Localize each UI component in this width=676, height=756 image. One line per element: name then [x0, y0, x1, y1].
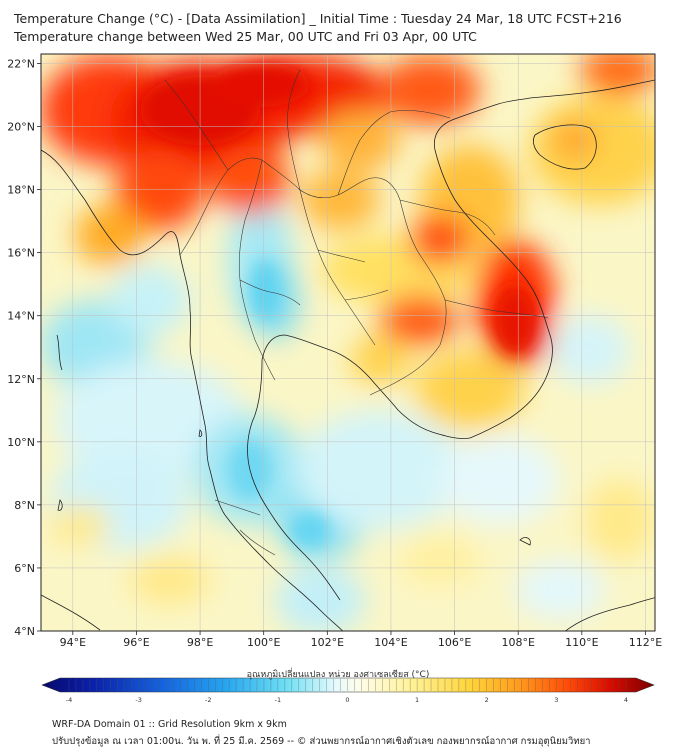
lon-tick-label: 100°E	[247, 636, 280, 649]
lat-tick-label: 18°N	[7, 184, 35, 197]
colorbar-tick-label: 3	[554, 696, 558, 704]
lat-tick-label: 6°N	[14, 562, 35, 575]
colorbar-tick-label: -3	[135, 696, 141, 704]
lon-tick-label: 112°E	[629, 636, 662, 649]
longitude-axis: 94°E 96°E 98°E 100°E 102°E 104°E 106°E 108°E 110…	[60, 631, 662, 649]
lon-tick-label: 96°E	[123, 636, 149, 649]
colorbar-tick-label: 4	[624, 696, 628, 704]
lon-tick-label: 104°E	[374, 636, 407, 649]
lat-tick-label: 14°N	[7, 310, 35, 323]
map-subtitle: Temperature change between Wed 25 Mar, 0…	[14, 29, 477, 44]
lat-tick-label: 22°N	[7, 57, 35, 70]
latitude-axis: 22°N 20°N 18°N 16°N 14°N 12°N 10°N 8°N 6°N 4°N	[7, 57, 41, 638]
colorbar-tick-label: 0	[345, 696, 349, 704]
lon-tick-label: 106°E	[438, 636, 471, 649]
colorbar-tick-label: -1	[275, 696, 281, 704]
lat-tick-label: 20°N	[7, 121, 35, 134]
temperature-field	[41, 54, 655, 631]
colorbar: -4 -3 -2 -1 0 1 2 3 4	[41, 677, 655, 704]
coastlines	[41, 79, 655, 631]
gridlines	[41, 54, 655, 632]
colorbar-tick-label: -2	[205, 696, 211, 704]
colorbar-tick-label: 2	[485, 696, 489, 704]
lon-tick-label: 94°E	[60, 636, 86, 649]
colorbar-label: อุณหภูมิเปลี่ยนแปลง หน่วย องศาเซลเซียส (…	[246, 670, 430, 680]
map-title: Temperature Change (°C) - [Data Assimila…	[14, 11, 622, 26]
plot-frame	[40, 53, 656, 632]
lat-tick-label: 12°N	[7, 373, 35, 386]
lat-tick-label: 8°N	[14, 499, 35, 512]
borders	[164, 69, 549, 556]
lat-tick-label: 10°N	[7, 436, 35, 449]
lat-tick-label: 4°N	[14, 625, 35, 638]
lon-tick-label: 98°E	[187, 636, 213, 649]
footer-credit: ปรับปรุงข้อมูล ณ เวลา 01:00น. วัน พ. ที่…	[52, 736, 591, 747]
lat-tick-label: 16°N	[7, 247, 35, 260]
lon-tick-label: 108°E	[501, 636, 534, 649]
footer-resolution: WRF-DA Domain 01 :: Grid Resolution 9km …	[52, 719, 287, 730]
colorbar-tick-label: 1	[415, 696, 419, 704]
lon-tick-label: 102°E	[311, 636, 344, 649]
colorbar-tick-label: -4	[66, 696, 72, 704]
lon-tick-label: 110°E	[565, 636, 598, 649]
